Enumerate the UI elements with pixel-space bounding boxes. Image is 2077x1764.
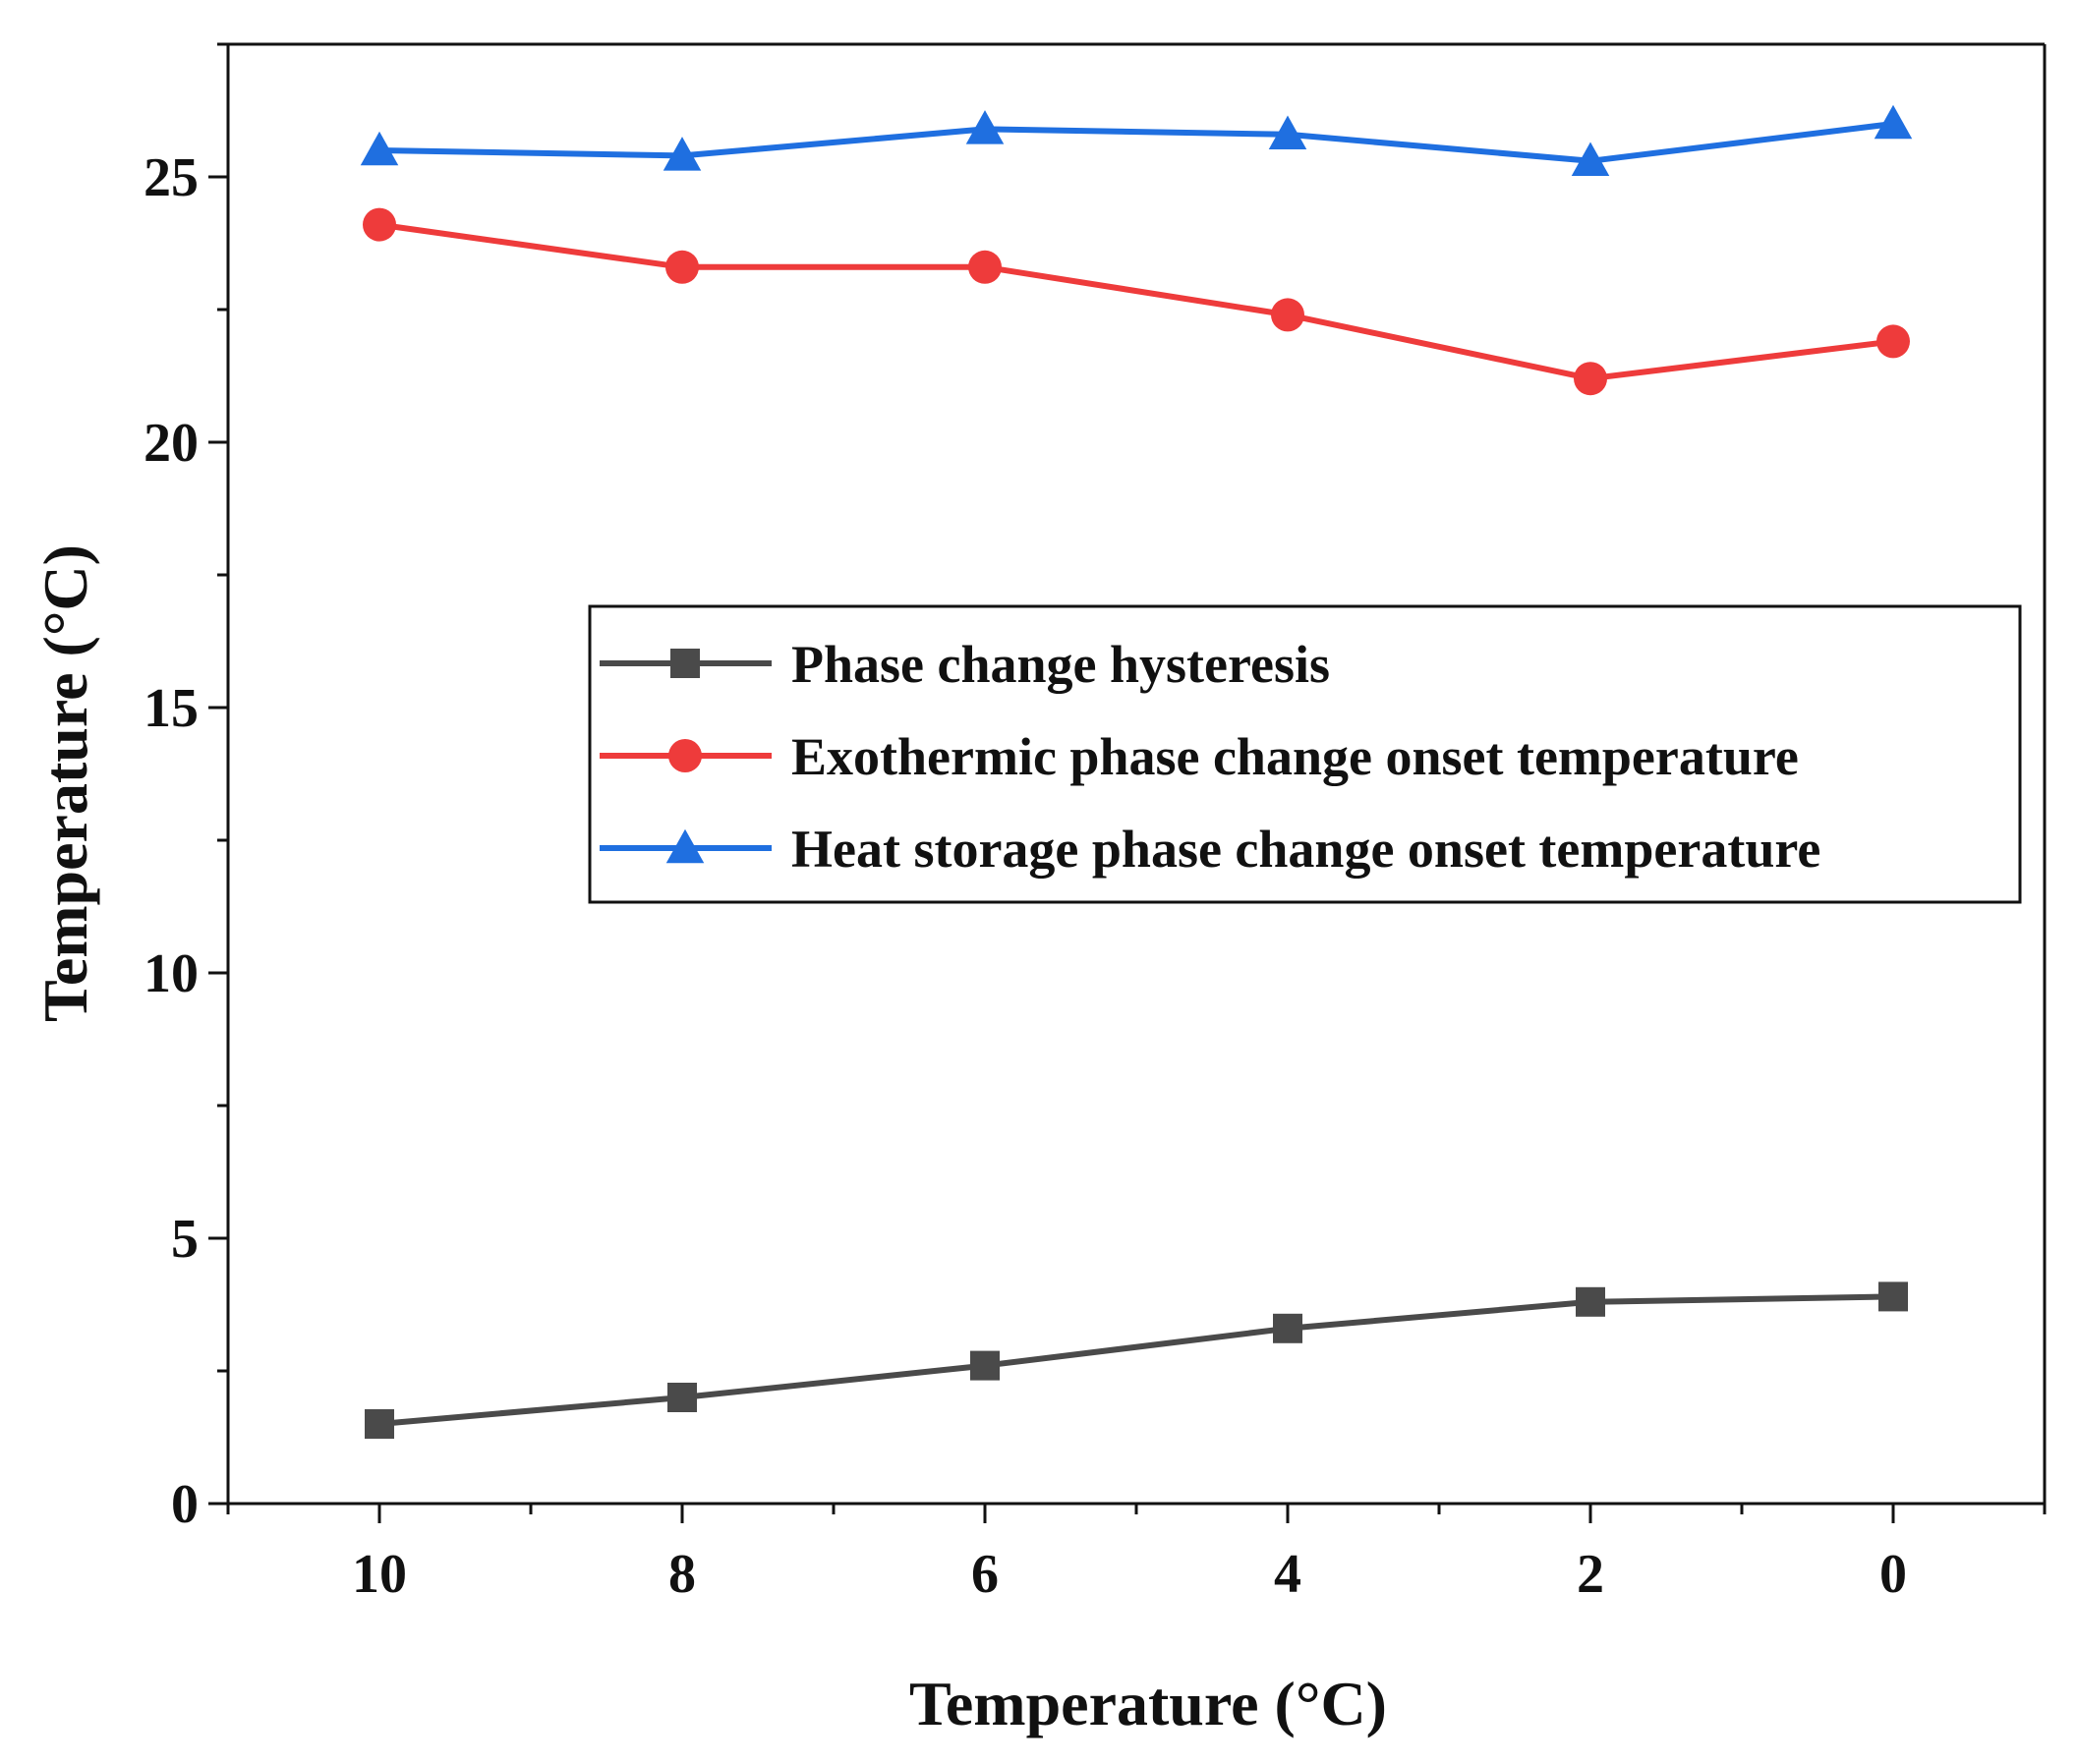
x-tick-label: 6 xyxy=(971,1544,999,1605)
data-point xyxy=(667,1383,697,1412)
y-tick-label: 15 xyxy=(144,678,199,739)
x-tick-label: 4 xyxy=(1274,1544,1301,1605)
legend-marker xyxy=(668,739,702,772)
y-axis-title: Temperature (°C) xyxy=(30,544,100,1022)
legend: Phase change hysteresis Exothermic phase … xyxy=(588,604,2022,904)
data-point xyxy=(1576,1286,1605,1317)
x-tick-label: 2 xyxy=(1577,1544,1604,1605)
y-tick-label: 20 xyxy=(144,413,199,474)
data-point xyxy=(1273,1313,1302,1343)
series-line xyxy=(378,1293,1894,1427)
data-point xyxy=(363,207,396,242)
data-point xyxy=(365,1409,394,1439)
legend-label: Heat storage phase change onset temperat… xyxy=(791,820,1820,879)
series-1 xyxy=(365,1281,1908,1439)
y-tick-label: 10 xyxy=(144,943,199,1004)
legend-item: Phase change hysteresis xyxy=(600,635,1330,694)
data-point xyxy=(1876,324,1910,359)
x-axis-title: Temperature (°C) xyxy=(909,1669,1387,1738)
series-line xyxy=(378,221,1894,382)
y-tick-label: 5 xyxy=(171,1209,199,1270)
data-point xyxy=(1571,142,1610,177)
data-point xyxy=(1878,1281,1908,1312)
data-point xyxy=(970,1350,1000,1381)
legend-box xyxy=(588,604,2022,904)
data-point xyxy=(360,131,399,166)
legend-label: Exothermic phase change onset temperatur… xyxy=(791,727,1799,786)
data-point xyxy=(1574,362,1607,396)
series-3 xyxy=(360,104,1913,177)
legend-item: Exothermic phase change onset temperatur… xyxy=(600,727,1799,786)
x-tick-label: 8 xyxy=(668,1544,696,1605)
legend-item: Heat storage phase change onset temperat… xyxy=(600,820,1820,879)
y-tick-label: 0 xyxy=(171,1474,199,1535)
data-point xyxy=(1874,104,1913,140)
data-point xyxy=(665,250,699,284)
legend-marker xyxy=(665,828,705,864)
x-tick-label: 10 xyxy=(352,1544,407,1605)
data-point xyxy=(965,110,1005,144)
data-point xyxy=(1268,115,1307,150)
series-2 xyxy=(363,207,1910,396)
series-group xyxy=(360,104,1913,1439)
legend-label: Phase change hysteresis xyxy=(791,635,1330,694)
data-point xyxy=(1271,298,1304,332)
data-point xyxy=(968,250,1002,284)
y-tick-label: 25 xyxy=(144,147,199,208)
legend-marker xyxy=(670,649,700,678)
x-tick-label: 0 xyxy=(1879,1544,1907,1605)
data-point xyxy=(663,137,702,171)
series-line xyxy=(378,121,1894,164)
